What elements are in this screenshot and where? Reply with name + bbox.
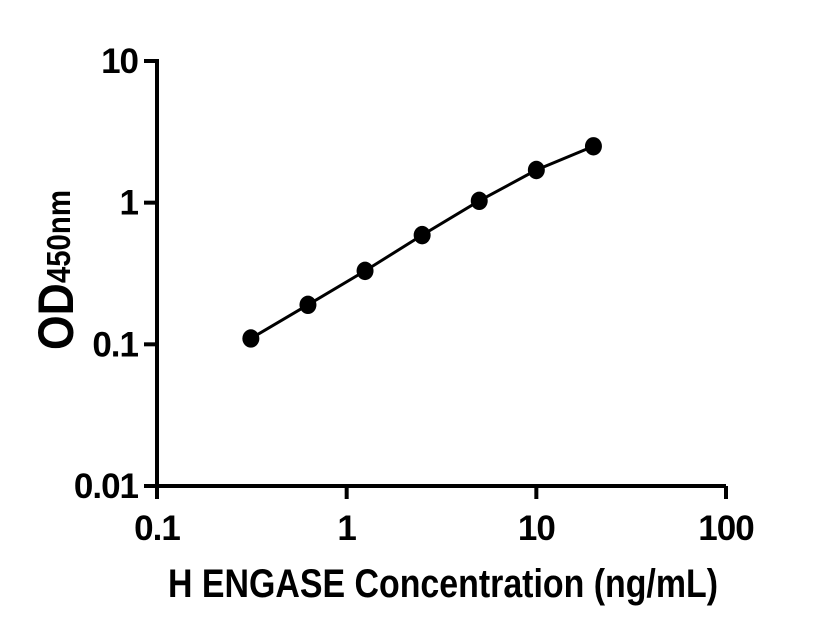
- y-tick-label: 0.01: [74, 467, 139, 506]
- y-axis-title-subscript: 450nm: [40, 190, 77, 283]
- x-tick-label: 1: [337, 509, 356, 548]
- x-tick-label: 10: [518, 509, 555, 548]
- data-point: [356, 261, 374, 281]
- data-point: [584, 137, 602, 156]
- x-tick-label: 100: [698, 509, 754, 548]
- x-tick-label: 0.1: [134, 509, 180, 548]
- data-point: [470, 191, 488, 211]
- data-point: [413, 225, 431, 245]
- axis-lines: [155, 59, 726, 488]
- y-axis-title: OD450nm: [28, 190, 84, 350]
- y-axis-title-main: OD: [28, 283, 84, 350]
- data-series: [242, 137, 602, 348]
- y-tick-label: 0.1: [92, 325, 138, 364]
- data-point: [299, 295, 317, 315]
- data-point: [242, 329, 260, 348]
- y-tick-label: 10: [101, 42, 138, 81]
- axis-ticks: [144, 58, 729, 499]
- x-axis-title: H ENGASE Concentration (ng/mL): [168, 562, 718, 606]
- y-tick-label: 1: [120, 184, 139, 223]
- data-point: [527, 160, 545, 180]
